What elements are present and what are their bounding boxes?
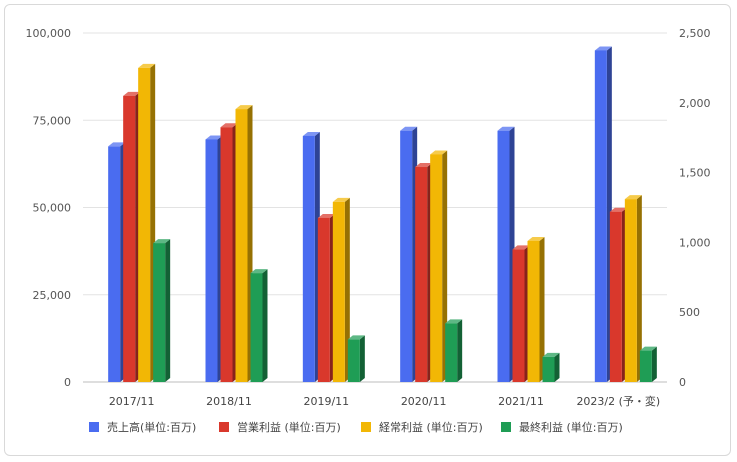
right-axis-ticks: 0 500 1,000 1,500 2,000 2,500 [679,27,711,389]
category-label: 2023/2 (予・変) [576,394,660,408]
right-tick-label: 1,000 [679,236,711,249]
bar [542,352,560,382]
left-tick-label: 50,000 [33,202,72,215]
grid-lines [83,32,667,383]
bar [250,269,268,382]
legend-item: 経常利益 (単位:百万) [361,420,483,434]
bars [108,46,657,383]
bar [400,126,418,382]
legend-label: 最終利益 (単位:百万) [519,420,623,434]
legend-label: 売上高(単位:百万) [107,420,196,434]
category-label: 2019/11 [303,395,349,408]
bar [430,150,448,382]
bar [512,245,530,382]
right-tick-label: 1,500 [679,167,711,180]
bar [205,135,223,382]
bar [609,207,627,382]
category-label: 2018/11 [206,395,252,408]
bar [497,126,515,382]
bar [415,163,433,382]
bar [302,131,320,382]
bar-chart: 0 25,000 50,000 75,000 100,000 0 500 1,000 1,50… [26,27,711,434]
left-tick-label: 75,000 [33,114,72,127]
legend-item: 売上高(単位:百万) [89,420,196,434]
legend-swatch [89,422,99,432]
category-label: 2021/11 [498,395,544,408]
bar [220,123,238,382]
bar [235,105,253,382]
bar [527,237,545,382]
bar [639,346,657,382]
left-axis-ticks: 0 25,000 50,000 75,000 100,000 [26,27,72,389]
chart-frame: 0 25,000 50,000 75,000 100,000 0 500 1,000 1,50… [4,4,731,456]
left-tick-label: 25,000 [33,289,72,302]
category-label: 2020/11 [401,395,447,408]
bar [332,197,350,382]
bar [624,195,642,382]
right-tick-label: 2,500 [679,27,711,40]
left-tick-label: 100,000 [26,27,72,40]
bar [153,239,171,382]
legend-item: 最終利益 (単位:百万) [501,420,623,434]
legend-label: 経常利益 (単位:百万) [379,420,483,434]
legend-label: 営業利益 (単位:百万) [237,420,341,434]
bar [108,142,126,382]
bar [138,63,156,383]
legend-swatch [361,422,371,432]
right-tick-label: 500 [679,306,700,319]
legend-swatch [219,422,229,432]
left-tick-label: 0 [64,376,71,389]
category-label: 2017/11 [109,395,155,408]
bar [594,46,612,382]
legend-item: 営業利益 (単位:百万) [219,420,341,434]
category-labels: 2017/11 2018/11 2019/11 2020/11 2021/11 2023/… [109,394,660,408]
bar [123,91,141,382]
legend-swatch [501,422,511,432]
bar [347,335,365,382]
bar [317,213,335,382]
right-tick-label: 0 [679,376,686,389]
bar [445,319,463,382]
right-tick-label: 2,000 [679,97,711,110]
legend: 売上高(単位:百万) 営業利益 (単位:百万) 経常利益 (単位:百万) 最終利益 (… [89,420,623,434]
